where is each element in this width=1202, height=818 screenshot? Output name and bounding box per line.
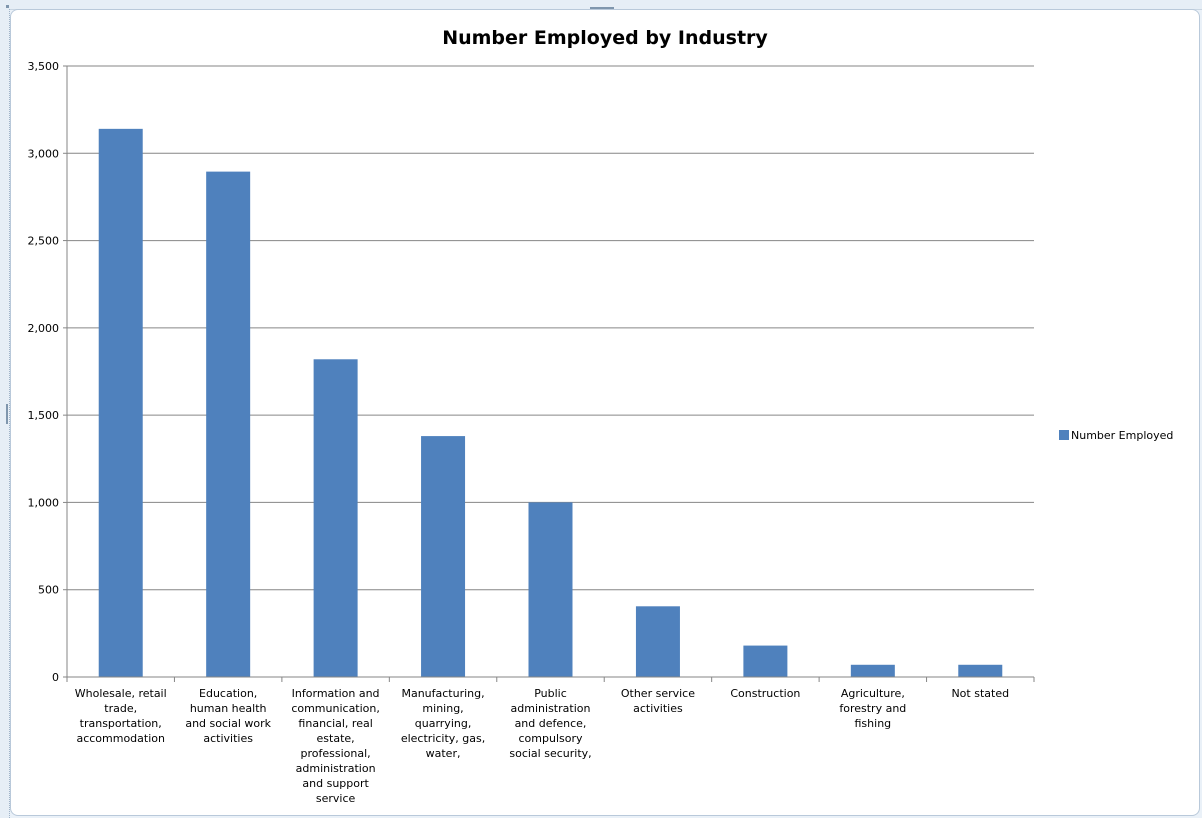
x-category-label-line: Other service bbox=[621, 687, 695, 700]
legend[interactable]: Number Employed bbox=[1059, 429, 1173, 442]
x-category-label-line: financial, real bbox=[298, 717, 372, 730]
y-tick-label: 500 bbox=[38, 584, 59, 597]
y-tick-label: 3,000 bbox=[28, 147, 60, 160]
x-category-label-line: Manufacturing, bbox=[401, 687, 484, 700]
x-category-label-line: administration bbox=[511, 702, 591, 715]
x-category-label-line: professional, bbox=[301, 747, 371, 760]
bars bbox=[98, 128, 1003, 678]
bar[interactable] bbox=[743, 645, 788, 677]
x-category-label-line: service bbox=[316, 792, 356, 805]
x-category-label: Manufacturing, mining, quarrying, electrici… bbox=[401, 687, 485, 760]
x-category-label-line: estate, bbox=[317, 732, 355, 745]
x-category-label-line: compulsory bbox=[519, 732, 583, 745]
bar[interactable] bbox=[635, 606, 680, 677]
y-tick-label: 3,500 bbox=[28, 60, 60, 73]
x-category-label-line: Agriculture, bbox=[841, 687, 905, 700]
x-category-label-line: social security, bbox=[509, 747, 591, 760]
axes bbox=[66, 66, 1035, 682]
x-category-label-line: human health bbox=[190, 702, 267, 715]
y-axis-tick-labels: 0 500 1,000 1,500 2,000 2,500 3,000 3,500 bbox=[28, 60, 60, 684]
y-tick-label: 2,000 bbox=[28, 322, 60, 335]
x-category-label-line: forestry and bbox=[839, 702, 906, 715]
bar[interactable] bbox=[98, 128, 143, 678]
x-category-label-line: and support bbox=[302, 777, 369, 790]
y-tick-label: 2,500 bbox=[28, 235, 60, 248]
x-category-label-line: Wholesale, retail bbox=[75, 687, 167, 700]
x-category-label: Other service activities bbox=[621, 687, 695, 715]
y-tick-label: 1,500 bbox=[28, 409, 60, 422]
bar[interactable] bbox=[958, 664, 1003, 677]
chart-title: Number Employed by Industry bbox=[442, 27, 768, 49]
x-category-label-line: communication, bbox=[291, 702, 380, 715]
x-category-label: Agriculture, forestry and fishing bbox=[839, 687, 906, 730]
x-category-label-line: mining, bbox=[422, 702, 463, 715]
x-category-label-line: Information and bbox=[292, 687, 380, 700]
top-resize-handle[interactable] bbox=[590, 7, 614, 9]
x-category-label: Education, human health and social work act… bbox=[185, 687, 271, 745]
left-resize-handle[interactable] bbox=[6, 404, 8, 424]
x-category-label-line: and defence, bbox=[515, 717, 587, 730]
legend-label: Number Employed bbox=[1071, 429, 1173, 442]
bar[interactable] bbox=[206, 171, 251, 677]
x-category-label: Wholesale, retail trade, transportation, ac… bbox=[75, 687, 167, 745]
x-category-label-line: water, bbox=[426, 747, 461, 760]
x-category-label: Construction bbox=[730, 687, 800, 700]
corner-resize-handle[interactable] bbox=[6, 5, 9, 8]
y-tick-label: 0 bbox=[52, 671, 59, 684]
x-category-label-line: transportation, bbox=[80, 717, 162, 730]
x-category-label-line: Education, bbox=[199, 687, 257, 700]
x-category-label-line: Construction bbox=[730, 687, 800, 700]
x-category-label-line: fishing bbox=[855, 717, 892, 730]
x-category-label-line: activities bbox=[203, 732, 253, 745]
left-ruler bbox=[0, 9, 10, 818]
legend-swatch bbox=[1059, 430, 1069, 440]
x-category-label-line: Public bbox=[534, 687, 567, 700]
x-category-label: Public administration and defence, compulso… bbox=[509, 687, 591, 760]
x-category-label-line: administration bbox=[296, 762, 376, 775]
bar[interactable] bbox=[850, 664, 895, 677]
x-category-label: Not stated bbox=[951, 687, 1009, 700]
x-axis-category-labels: Wholesale, retail trade, transportation, ac… bbox=[75, 687, 1009, 805]
x-category-label-line: accommodation bbox=[76, 732, 165, 745]
x-category-label-line: quarrying, bbox=[415, 717, 472, 730]
x-category-label-line: trade, bbox=[104, 702, 137, 715]
x-category-label-line: Not stated bbox=[951, 687, 1009, 700]
x-category-label-line: and social work bbox=[185, 717, 271, 730]
y-tick-label: 1,000 bbox=[28, 496, 60, 509]
bar[interactable] bbox=[528, 502, 573, 677]
bar[interactable] bbox=[313, 359, 358, 677]
bar[interactable] bbox=[421, 436, 466, 677]
x-category-label: Information and communication, financial, … bbox=[291, 687, 380, 805]
x-category-label-line: electricity, gas, bbox=[401, 732, 485, 745]
x-category-label-line: activities bbox=[633, 702, 683, 715]
